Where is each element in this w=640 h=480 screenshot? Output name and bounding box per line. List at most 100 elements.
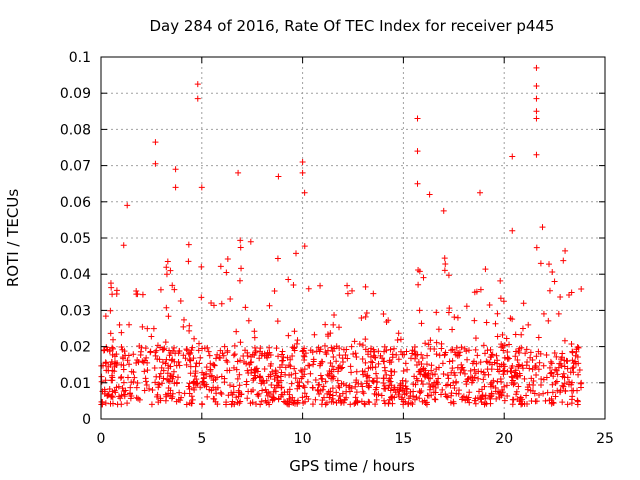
- roti-point: [373, 370, 380, 377]
- roti-point: [217, 263, 224, 270]
- roti-point: [509, 227, 516, 234]
- roti-point: [489, 351, 496, 358]
- roti-point: [155, 384, 162, 391]
- roti-point: [367, 348, 374, 355]
- y-tick-label: 0.01: [60, 376, 91, 392]
- roti-point: [523, 346, 530, 353]
- roti-point: [385, 377, 392, 384]
- roti-point: [361, 368, 368, 375]
- roti-point: [446, 305, 453, 312]
- roti-point: [336, 384, 343, 391]
- roti-point: [470, 358, 477, 365]
- roti-point: [399, 382, 406, 389]
- roti-point: [418, 320, 425, 327]
- roti-point: [113, 361, 120, 368]
- roti-point: [165, 384, 172, 391]
- roti-point: [142, 357, 149, 364]
- roti-point: [388, 394, 395, 401]
- roti-point: [113, 384, 120, 391]
- roti-point: [301, 398, 308, 405]
- roti-point: [238, 265, 245, 272]
- roti-point: [134, 379, 141, 386]
- roti-point: [224, 367, 231, 374]
- roti-point: [136, 342, 143, 349]
- roti-point: [380, 375, 387, 382]
- y-axis-label: ROTI / TECUs: [4, 189, 22, 287]
- roti-point: [352, 383, 359, 390]
- roti-point: [568, 289, 575, 296]
- roti-point: [274, 318, 281, 325]
- roti-point: [438, 345, 445, 352]
- roti-point: [395, 330, 402, 337]
- roti-point: [459, 364, 466, 371]
- roti-point: [487, 400, 494, 407]
- roti-point: [420, 274, 427, 281]
- roti-point: [134, 291, 141, 298]
- roti-point: [273, 382, 280, 389]
- roti-point: [454, 352, 461, 359]
- roti-point: [566, 292, 573, 299]
- roti-point: [230, 352, 237, 359]
- roti-point: [150, 325, 157, 332]
- roti-point: [131, 374, 138, 381]
- roti-point: [126, 361, 133, 368]
- roti-point: [118, 343, 125, 350]
- roti-point: [118, 329, 125, 336]
- roti-point: [175, 358, 182, 365]
- roti-point: [301, 390, 308, 397]
- roti-point: [432, 389, 439, 396]
- roti-point: [322, 401, 329, 408]
- roti-point: [157, 286, 164, 293]
- roti-point: [446, 358, 453, 365]
- roti-point: [573, 346, 580, 353]
- roti-point: [465, 394, 472, 401]
- roti-point: [402, 378, 409, 385]
- roti-point: [256, 374, 263, 381]
- roti-point: [395, 391, 402, 398]
- roti-point: [526, 365, 533, 372]
- roti-point: [282, 364, 289, 371]
- roti-point: [549, 381, 556, 388]
- roti-point: [418, 377, 425, 384]
- roti-point: [575, 371, 582, 378]
- roti-point: [349, 287, 356, 294]
- roti-point: [268, 381, 275, 388]
- roti-point: [319, 386, 326, 393]
- roti-point: [389, 354, 396, 361]
- roti-point: [197, 354, 204, 361]
- roti-point: [352, 394, 359, 401]
- y-tick-label: 0: [82, 412, 91, 428]
- roti-point: [428, 362, 435, 369]
- roti-point: [118, 401, 125, 408]
- roti-point: [269, 396, 276, 403]
- roti-point: [224, 256, 231, 263]
- roti-point: [458, 361, 465, 368]
- roti-point: [365, 384, 372, 391]
- roti-point: [447, 382, 454, 389]
- roti-point: [451, 369, 458, 376]
- roti-point: [551, 350, 558, 357]
- roti-point: [513, 391, 520, 398]
- roti-point: [497, 295, 504, 302]
- roti-point: [562, 388, 569, 395]
- roti-point: [328, 368, 335, 375]
- roti-point: [173, 380, 180, 387]
- y-tick-label: 0.02: [60, 340, 91, 356]
- roti-point: [435, 375, 442, 382]
- roti-point: [367, 364, 374, 371]
- roti-point: [395, 356, 402, 363]
- roti-point: [163, 304, 170, 311]
- roti-point: [472, 400, 479, 407]
- roti-point: [399, 394, 406, 401]
- roti-point: [411, 344, 418, 351]
- roti-point: [567, 369, 574, 376]
- roti-point: [148, 333, 155, 340]
- roti-point: [449, 357, 456, 364]
- roti-point: [432, 396, 439, 403]
- roti-point: [221, 379, 228, 386]
- roti-point: [561, 374, 568, 381]
- roti-point: [381, 343, 388, 350]
- roti-point: [546, 261, 553, 268]
- roti-point: [472, 335, 479, 342]
- roti-point: [319, 397, 326, 404]
